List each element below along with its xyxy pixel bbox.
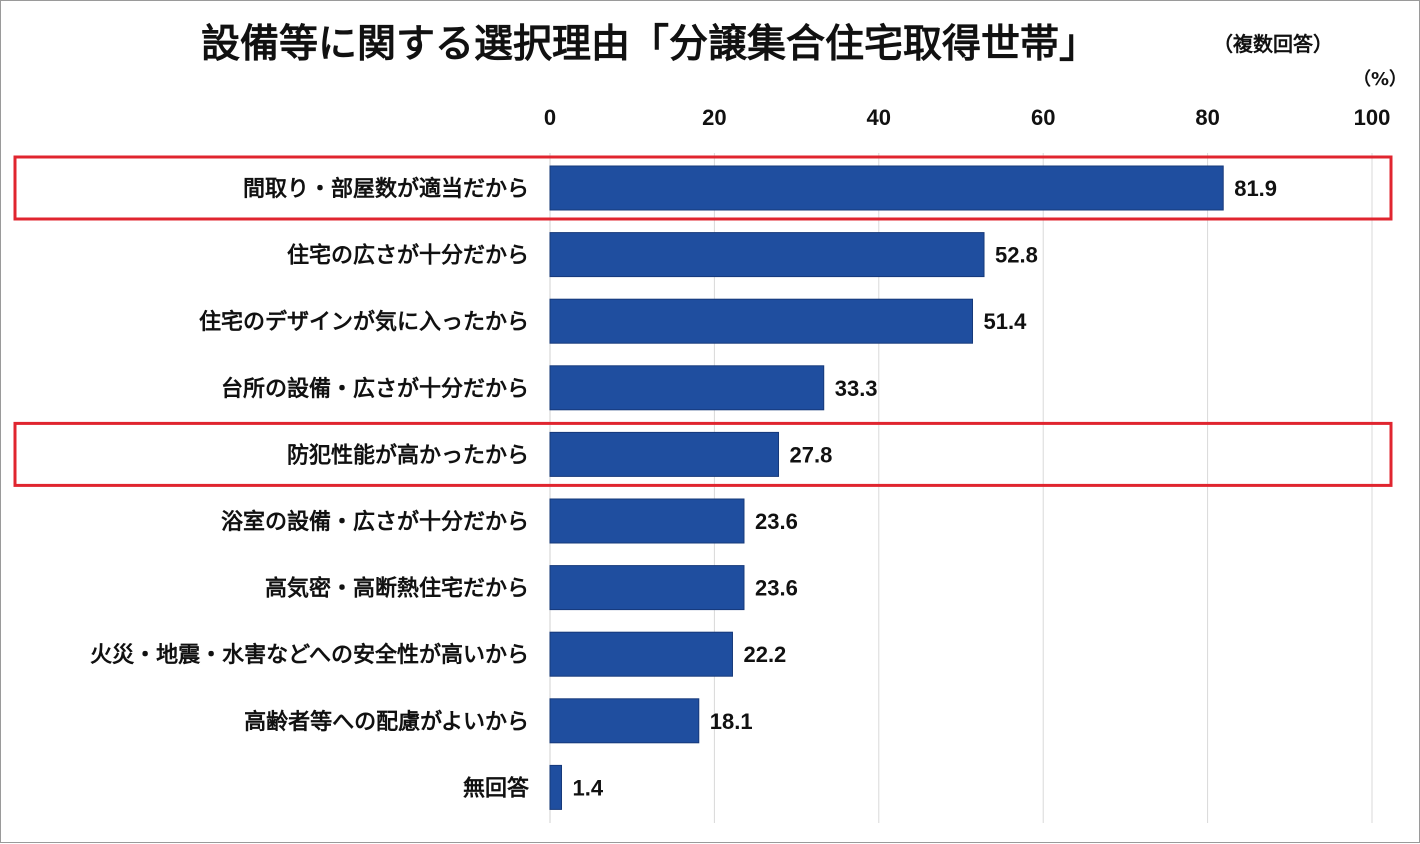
bar [549,431,780,477]
bar [549,232,985,278]
category-label: 間取り・部屋数が適当だから [243,176,529,202]
category-label: 高気密・高断熱住宅だから [265,576,529,602]
category-label: 高齢者等への配慮がよいから [244,709,529,735]
value-labels: 81.9 52.8 51.4 33.3 27.8 23.6 23.6 22.2 18.1 1.4 [573,176,1278,800]
data-label: 27.8 [790,442,833,467]
data-label: 52.8 [995,243,1038,268]
chart-subtitle: （複数回答） [1213,32,1333,56]
highlight-box [13,155,1393,221]
data-label: 33.3 [835,376,878,401]
bar [549,365,825,411]
bar [549,764,563,810]
category-label: 浴室の設備・広さが十分だから [221,509,529,535]
unit-label: （%） [1353,69,1407,90]
x-tick-label: 40 [867,105,891,130]
highlight-boxes [13,155,1393,487]
data-label: 22.2 [743,642,786,667]
category-label: 住宅の広さが十分だから [287,243,529,269]
data-label: 51.4 [984,309,1028,334]
data-label: 81.9 [1234,176,1277,201]
chart-title: 設備等に関する選択理由「分譲集合住宅取得世帯」 [201,22,1098,67]
highlight-box [13,421,1393,487]
x-tick-label: 20 [702,105,726,130]
bar [549,165,1224,211]
bar [549,698,700,744]
bar [549,565,745,611]
data-label: 18.1 [710,709,753,734]
category-label: 防犯性能が高かったから [287,442,529,468]
x-tick-label: 60 [1031,105,1055,130]
bar [549,631,733,677]
x-tick-label: 80 [1195,105,1219,130]
data-label: 23.6 [755,576,798,601]
x-axis-ticks: 0 20 40 60 80 100 [544,105,1390,130]
data-label: 1.4 [573,775,604,800]
category-label: 住宅のデザインが気に入ったから [199,309,529,335]
category-labels: 間取り・部屋数が適当だから住宅の広さが十分だから住宅のデザインが気に入ったから台… [90,176,530,801]
bar [549,298,974,344]
category-label: 火災・地震・水害などへの安全性が高いから [90,642,529,668]
bars [549,165,1224,810]
data-label: 23.6 [755,509,798,534]
x-tick-label: 100 [1354,105,1391,130]
x-tick-label: 0 [544,105,556,130]
bar [549,498,745,544]
category-label: 台所の設備・広さが十分だから [221,376,529,402]
category-label: 無回答 [463,775,530,801]
